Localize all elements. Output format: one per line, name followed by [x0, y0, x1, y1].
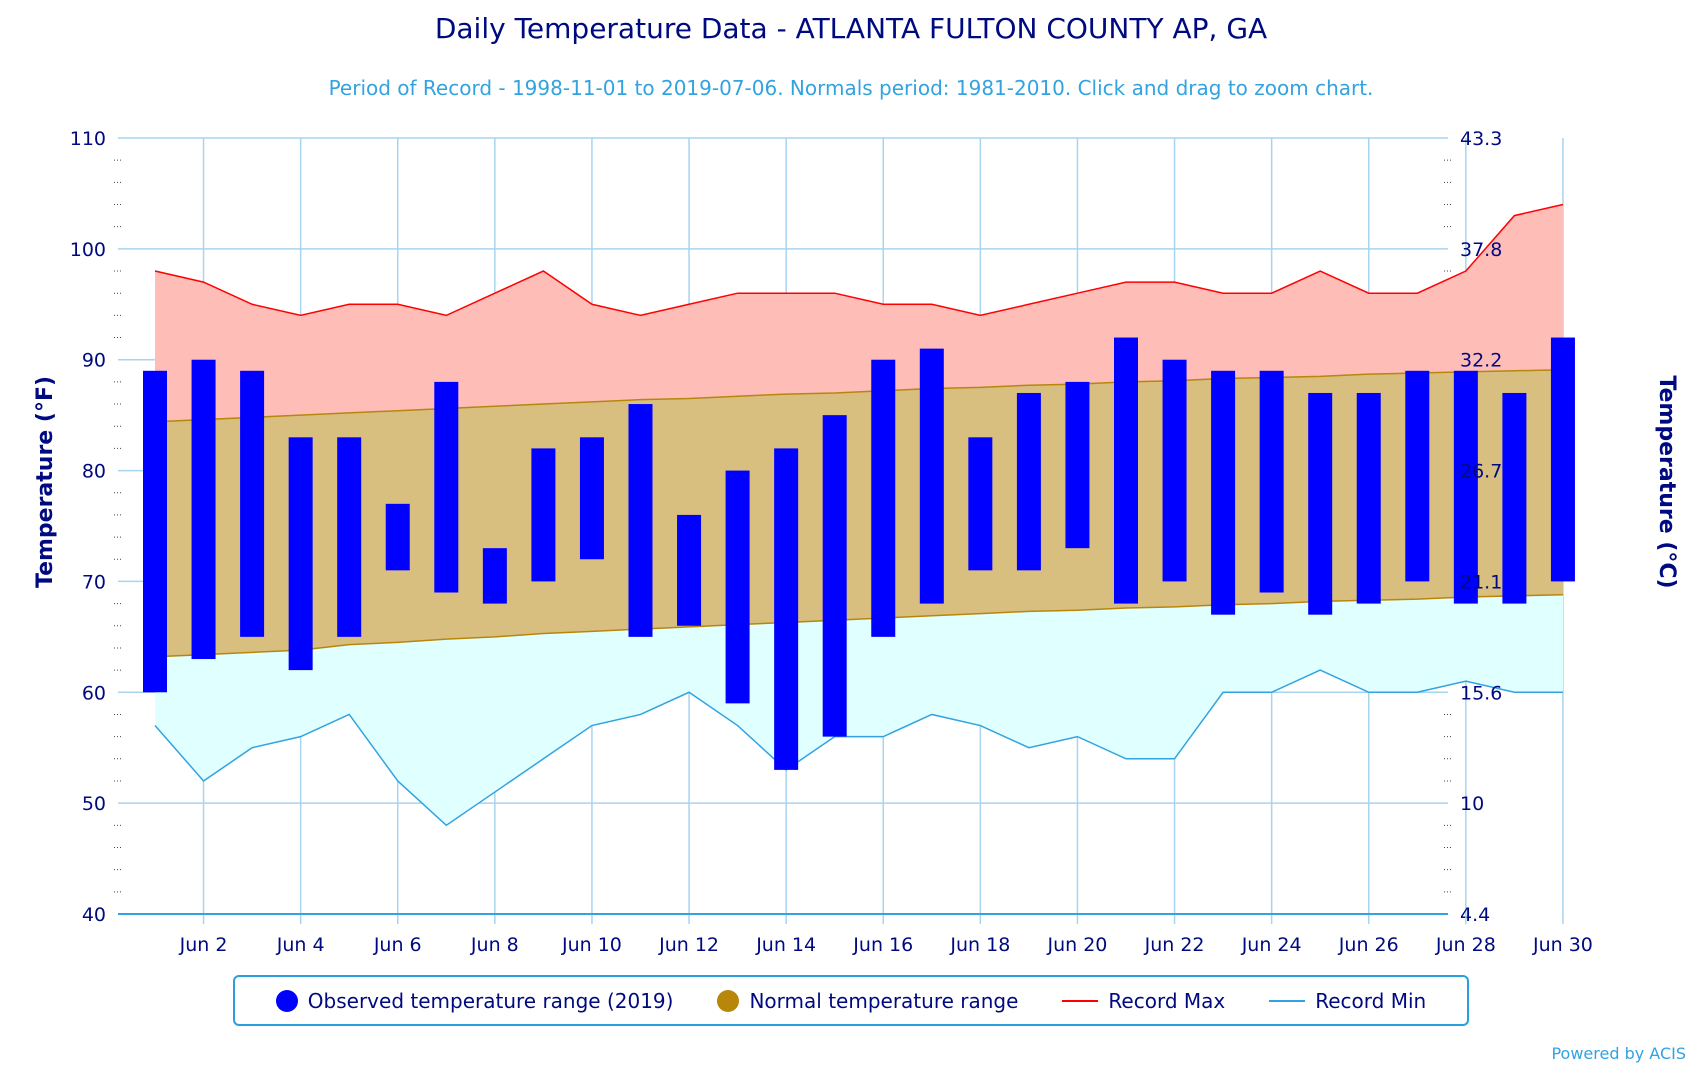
record-max-line [154, 203, 1564, 317]
legend-record-max-label: Record Max [1108, 988, 1226, 1013]
chart-subtitle: Period of Record - 1998-11-01 to 2019-07… [328, 76, 1374, 100]
x-tick-label: Jun 20 [1046, 934, 1107, 956]
y2-axis-label: Temperature (°C) [1654, 375, 1679, 588]
observed-bars [143, 337, 1575, 770]
normal-high-line [154, 368, 1563, 423]
observed-bar[interactable] [871, 359, 896, 637]
legend-observed-dot [275, 989, 298, 1012]
record-max-area [155, 204, 1563, 422]
legend-record-min-label: Record Min [1315, 988, 1427, 1013]
legend-normal[interactable]: Normal temperature range [717, 989, 1018, 1013]
x-tick-label: Jun 22 [1144, 934, 1205, 956]
y-tick-label: 60 [82, 682, 106, 704]
observed-bar[interactable] [725, 470, 750, 704]
y2-tick-label: 43.3 [1460, 128, 1502, 150]
observed-bar[interactable] [1453, 370, 1478, 604]
y2-tick-label: 37.8 [1460, 239, 1502, 261]
y-tick-label: 100 [70, 239, 106, 261]
y2-tick-label: 21.1 [1460, 571, 1502, 593]
legend-record-min[interactable]: Record Min [1269, 989, 1426, 1013]
x-tick-label: Jun 6 [373, 934, 422, 956]
record-min-area [155, 594, 1563, 826]
observed-bar[interactable] [1065, 381, 1090, 549]
x-tick-label: Jun 2 [179, 934, 228, 956]
observed-bar[interactable] [1259, 370, 1284, 593]
observed-bar[interactable] [1356, 392, 1381, 604]
observed-bar[interactable] [919, 348, 944, 604]
x-tick-label: Jun 18 [949, 934, 1010, 956]
observed-bar[interactable] [385, 503, 410, 571]
x-tick-label: Jun 28 [1435, 934, 1496, 956]
x-tick-label: Jun 24 [1241, 934, 1302, 956]
observed-bar[interactable] [337, 437, 362, 637]
observed-bar[interactable] [1016, 392, 1041, 571]
x-tick-label: Jun 26 [1338, 934, 1399, 956]
observed-bar[interactable] [434, 381, 459, 593]
observed-bar[interactable] [1308, 392, 1333, 615]
x-tick-label: Jun 16 [852, 934, 913, 956]
powered-by-credit[interactable]: Powered by ACIS [1551, 1044, 1686, 1063]
chart-title: Daily Temperature Data - ATLANTA FULTON … [434, 12, 1268, 45]
observed-bar[interactable] [1405, 370, 1430, 582]
normal-range-area [155, 369, 1563, 657]
record-min-line [154, 669, 1563, 827]
legend-record-max[interactable]: Record Max [1062, 989, 1225, 1013]
observed-bar[interactable] [288, 437, 313, 671]
axes: 40 4.4 50 10 60 15.6 70 21.1 80 26.7 90 32.2 100 37.8… [70, 128, 1593, 956]
y2-tick-label: 4.4 [1460, 904, 1490, 926]
y-tick-label: 50 [82, 793, 106, 815]
observed-bar[interactable] [822, 415, 847, 737]
observed-bar[interactable] [531, 448, 556, 582]
observed-bar[interactable] [191, 359, 216, 660]
y-tick-label: 80 [82, 461, 106, 483]
observed-bar[interactable] [677, 514, 702, 626]
x-tick-label: Jun 12 [658, 934, 719, 956]
x-tick-label: Jun 14 [755, 934, 816, 956]
observed-bar[interactable] [1502, 392, 1527, 604]
legend-normal-dot [717, 989, 740, 1012]
observed-bar[interactable] [482, 548, 507, 604]
x-tick-label: Jun 8 [470, 934, 519, 956]
y-tick-label: 110 [70, 128, 106, 150]
y2-tick-label: 10 [1460, 793, 1484, 815]
legend: Observed temperature range (2019) Normal… [233, 975, 1469, 1026]
observed-bar[interactable] [968, 437, 993, 571]
observed-bar[interactable] [1550, 337, 1575, 582]
legend-observed-label: Observed temperature range (2019) [307, 988, 674, 1013]
x-tick-label: Jun 30 [1532, 934, 1593, 956]
observed-bar[interactable] [628, 404, 653, 637]
observed-bar[interactable] [1211, 370, 1236, 615]
y-tick-label: 70 [82, 571, 106, 593]
observed-bar[interactable] [579, 437, 604, 560]
y-axis-label: Temperature (°F) [33, 376, 58, 588]
legend-normal-label: Normal temperature range [749, 988, 1019, 1013]
range-areas [154, 203, 1564, 827]
y2-tick-label: 26.7 [1460, 461, 1502, 483]
y2-tick-label: 15.6 [1460, 682, 1502, 704]
legend-observed[interactable]: Observed temperature range (2019) [275, 988, 674, 1013]
observed-bar[interactable] [1114, 337, 1138, 604]
y2-tick-label: 32.2 [1460, 350, 1502, 372]
x-tick-label: Jun 10 [561, 934, 622, 956]
observed-bar[interactable] [774, 448, 799, 770]
observed-bar[interactable] [1162, 359, 1187, 582]
x-tick-label: Jun 4 [276, 934, 325, 956]
legend-record-max-line [1062, 999, 1099, 1002]
observed-bar[interactable] [143, 370, 167, 693]
y-tick-label: 40 [82, 904, 106, 926]
legend-record-min-line [1269, 999, 1306, 1002]
observed-bar[interactable] [240, 370, 265, 637]
y-tick-label: 90 [82, 350, 106, 372]
